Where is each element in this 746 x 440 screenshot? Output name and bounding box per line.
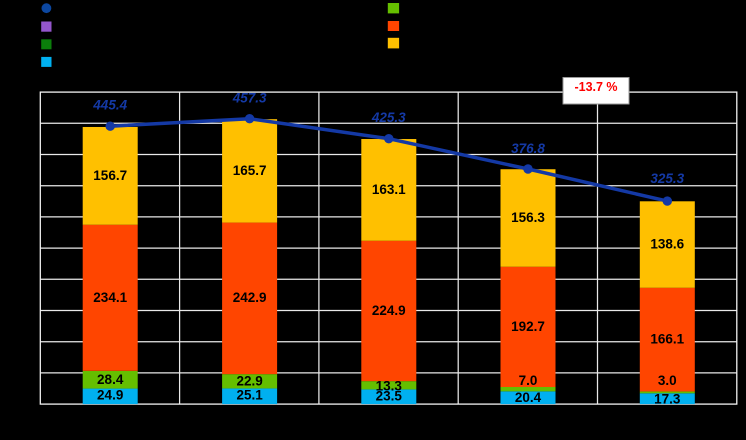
svg-text:22.9: 22.9 (236, 374, 262, 389)
svg-text:325.3: 325.3 (650, 171, 684, 186)
svg-text:445.4: 445.4 (92, 98, 127, 113)
svg-text:13.3: 13.3 (376, 378, 403, 393)
svg-text:192.7: 192.7 (511, 319, 545, 334)
svg-text:457.3: 457.3 (232, 90, 267, 105)
svg-text:234.1: 234.1 (93, 290, 127, 305)
svg-text:23.5: 23.5 (376, 389, 403, 404)
svg-text:3.0: 3.0 (658, 373, 677, 388)
svg-text:166.1: 166.1 (650, 332, 684, 347)
svg-text:224.9: 224.9 (372, 303, 406, 318)
svg-text:24.9: 24.9 (97, 388, 123, 403)
svg-text:28.4: 28.4 (97, 372, 124, 387)
svg-text:-13.7 %: -13.7 % (574, 80, 617, 94)
svg-text:156.7: 156.7 (93, 168, 127, 183)
svg-text:376.8: 376.8 (511, 141, 545, 156)
svg-text:7.0: 7.0 (519, 373, 538, 388)
svg-text:20.4: 20.4 (515, 390, 542, 405)
svg-text:156.3: 156.3 (511, 210, 545, 225)
svg-text:165.7: 165.7 (233, 163, 267, 178)
svg-text:25.1: 25.1 (236, 388, 263, 403)
svg-text:138.6: 138.6 (650, 236, 684, 251)
svg-text:425.3: 425.3 (371, 110, 406, 125)
svg-text:242.9: 242.9 (233, 290, 267, 305)
svg-text:163.1: 163.1 (372, 182, 406, 197)
svg-text:17.3: 17.3 (654, 391, 681, 406)
